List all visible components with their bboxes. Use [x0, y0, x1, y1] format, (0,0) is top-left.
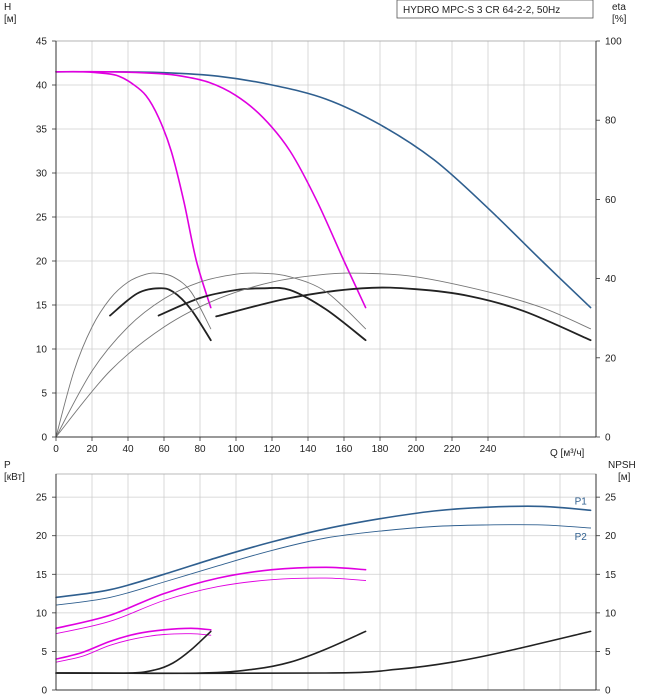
series-line-0	[55, 505, 592, 599]
left-tick-label: 40	[36, 81, 48, 92]
series-line-1	[55, 70, 367, 309]
head-efficiency-panel: 0 5 10 15 20 25 30 35 40 45 0 20 40 60 80 100 0 20 40 60 80 1…	[4, 0, 627, 459]
right-tick-label: 60	[605, 195, 617, 206]
left-tick-label: 10	[36, 608, 48, 619]
x-axis-label: Q [м³/ч]	[550, 448, 585, 459]
series-line-2	[55, 566, 367, 630]
left-tick-label: 20	[36, 531, 48, 542]
x-tick-label: 140	[300, 444, 317, 455]
left-tick-label: 25	[36, 213, 48, 224]
power-npsh-panel: P1 P2 0 5 10 15 20 25 0 5 10 15 20 25 P [кВт] NPSH […	[4, 460, 636, 697]
right-tick-label: 25	[605, 493, 617, 504]
right-tick-label: 0	[605, 686, 611, 697]
left-tick-label: 15	[36, 570, 48, 581]
right-tick-label: 5	[605, 647, 611, 658]
left-tick-label: 30	[36, 169, 48, 180]
series-line-8	[55, 630, 592, 675]
left-tick-label: 10	[36, 345, 48, 356]
series-label-p2: P2	[575, 532, 588, 543]
title-box	[396, 0, 594, 19]
top-left-axis-unit: [м]	[4, 14, 17, 25]
x-tick-label: 80	[194, 444, 206, 455]
right-tick-label: 40	[605, 274, 617, 285]
left-tick-label: 0	[41, 686, 47, 697]
series-line-7	[55, 272, 367, 438]
x-tick-label: 20	[86, 444, 98, 455]
top-axes: 0 5 10 15 20 25 30 35 40 45 0 20 40 60 80 100 0 20 40 60 80 1…	[36, 37, 622, 456]
series-line-4	[157, 286, 367, 342]
series-line-6	[55, 630, 212, 675]
left-tick-label: 25	[36, 493, 48, 504]
top-grid	[55, 40, 596, 438]
left-tick-label: 15	[36, 301, 48, 312]
right-tick-label: 10	[605, 608, 617, 619]
right-tick-label: 80	[605, 116, 617, 127]
top-right-axis-label: eta	[612, 2, 626, 13]
series-label-p1: P1	[575, 496, 588, 507]
x-tick-label: 180	[372, 444, 389, 455]
bottom-left-axis-label: P	[4, 460, 11, 471]
bottom-left-axis-unit: [кВт]	[4, 472, 25, 483]
bottom-series: P1 P2	[55, 496, 592, 675]
plot-frame	[55, 40, 597, 438]
x-tick-label: 100	[228, 444, 245, 455]
top-left-axis-label: H	[4, 2, 11, 13]
series-line-5	[215, 286, 592, 342]
x-tick-label: 40	[122, 444, 134, 455]
series-line-3	[55, 577, 367, 635]
series-line-5	[55, 633, 212, 663]
series-line-2	[55, 70, 212, 309]
series-line-1	[55, 524, 592, 606]
right-tick-label: 20	[605, 531, 617, 542]
x-tick-label: 200	[408, 444, 425, 455]
x-tick-label: 0	[53, 444, 59, 455]
bottom-right-axis-label: NPSH	[608, 460, 636, 471]
series-line-7	[55, 630, 367, 675]
right-tick-label: 15	[605, 570, 617, 581]
bottom-axes: 0 5 10 15 20 25 0 5 10 15 20 25	[36, 473, 617, 697]
series-line-8	[55, 272, 592, 438]
right-tick-label: 0	[605, 433, 611, 444]
top-right-axis-unit: [%]	[612, 14, 627, 25]
x-tick-label: 220	[444, 444, 461, 455]
left-tick-label: 45	[36, 37, 48, 48]
bottom-right-axis-unit: [м]	[618, 472, 631, 483]
series-line-4	[55, 627, 212, 660]
x-tick-label: 240	[480, 444, 497, 455]
chart-title: HYDRO MPC-S 3 CR 64-2-2, 50Hz	[403, 5, 560, 16]
series-line-6	[55, 272, 212, 438]
left-tick-label: 35	[36, 125, 48, 136]
left-tick-label: 5	[41, 389, 47, 400]
left-tick-label: 0	[41, 433, 47, 444]
x-tick-label: 160	[336, 444, 353, 455]
series-line-0	[55, 70, 592, 309]
right-tick-label: 100	[605, 37, 622, 48]
top-series	[55, 70, 592, 438]
series-line-3	[109, 287, 212, 342]
left-tick-label: 5	[41, 647, 47, 658]
left-tick-label: 20	[36, 257, 48, 268]
x-tick-label: 60	[158, 444, 170, 455]
x-tick-label: 120	[264, 444, 281, 455]
right-tick-label: 20	[605, 353, 617, 364]
